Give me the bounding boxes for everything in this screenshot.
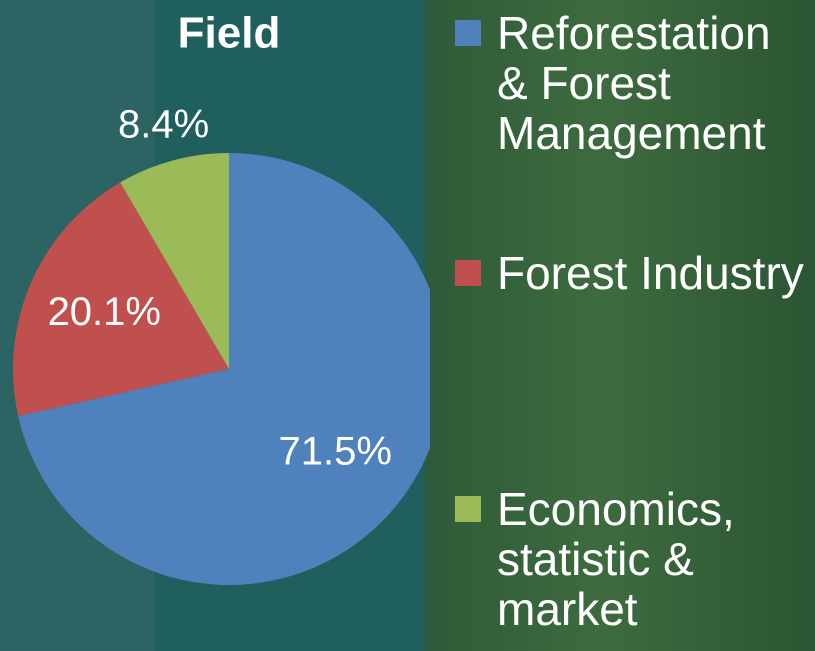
legend-swatch [455,496,481,522]
data-label: 8.4% [118,103,209,147]
legend-swatch [455,20,481,46]
slide: Field 71.5% 20.1% 8.4% Reforestation & For… [0,0,815,651]
chart: Field 71.5% 20.1% 8.4% [0,0,430,651]
legend-label: Forest Industry [497,248,810,298]
data-label: 71.5% [278,430,391,474]
legend-swatch [455,260,481,286]
legend-item: Reforestation & Forest Management [455,8,810,158]
legend-item: Forest Industry [455,248,810,298]
data-label: 20.1% [48,290,161,334]
legend-label: Economics, statistic & market [497,484,810,634]
legend-item: Economics, statistic & market [455,484,810,634]
chart-title: Field [178,9,281,58]
legend-label: Reforestation & Forest Management [497,8,810,158]
